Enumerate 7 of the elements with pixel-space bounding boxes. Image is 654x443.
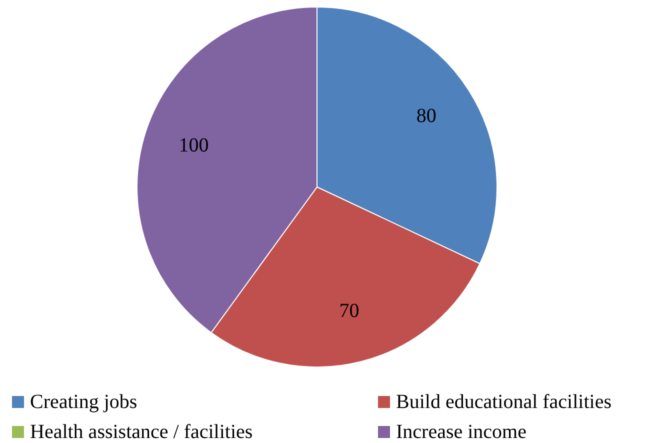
data-label: 80 xyxy=(416,105,436,128)
legend-label: Creating jobs xyxy=(30,391,138,413)
legend-label: Build educational facilities xyxy=(396,391,612,413)
legend-label: Increase income xyxy=(396,421,527,443)
legend-label: Health assistance / facilities xyxy=(30,421,253,443)
data-label: 100 xyxy=(178,134,209,157)
data-label: 70 xyxy=(339,300,360,322)
